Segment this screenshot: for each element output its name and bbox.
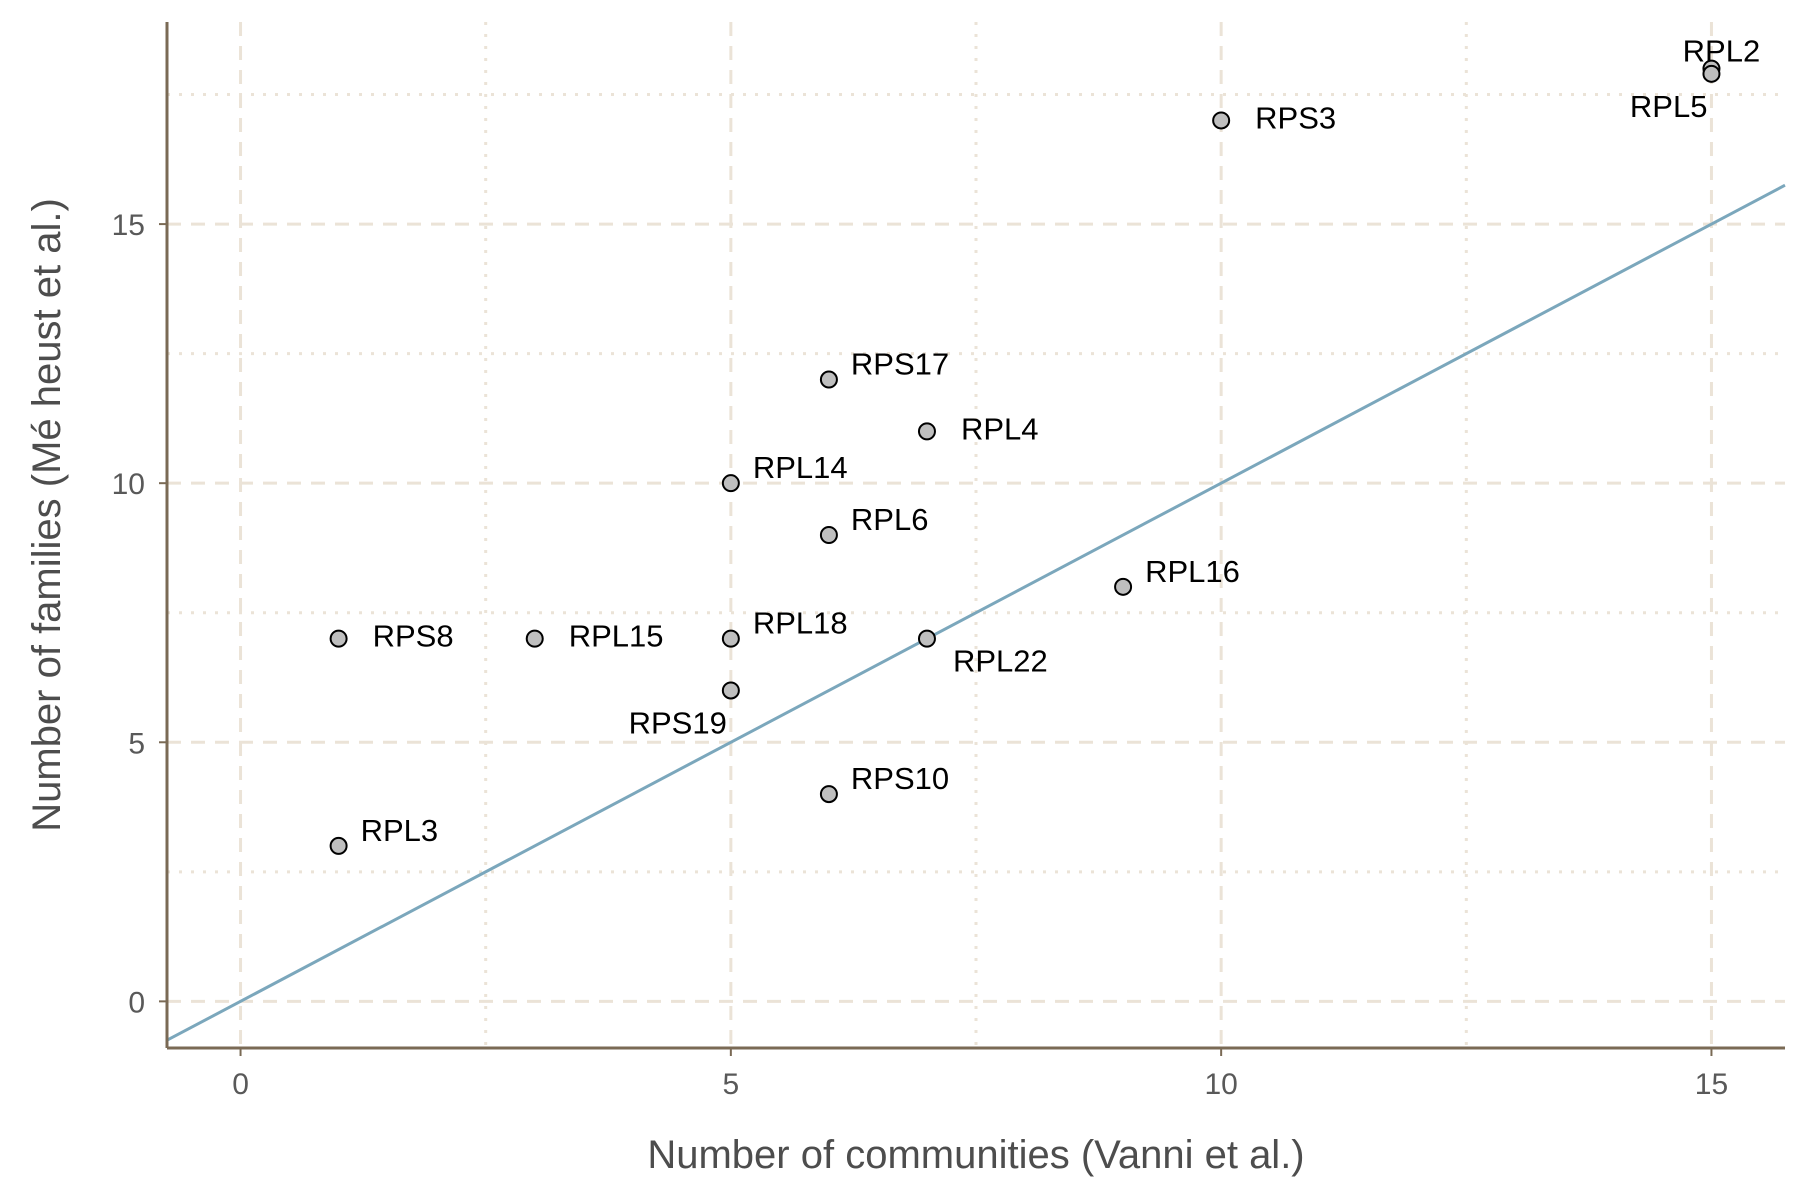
data-point-rpl6 — [819, 526, 838, 544]
data-point-rpl4 — [917, 422, 936, 441]
point-label-rpl16: RPL16 — [1145, 554, 1240, 589]
y-tick-label: 10 — [112, 468, 145, 501]
point-label-rps3: RPS3 — [1255, 100, 1336, 135]
data-point-rpl14 — [721, 474, 740, 493]
x-axis-title: Number of communities (Vanni et al.) — [647, 1133, 1304, 1177]
x-tick-label: 0 — [232, 1068, 249, 1101]
data-point-rps10 — [819, 785, 838, 804]
y-tick-label: 15 — [112, 209, 145, 242]
point-label-rps19: RPS19 — [629, 705, 727, 740]
y-tick-label: 5 — [128, 727, 145, 760]
point-label-rps8: RPS8 — [373, 619, 454, 654]
data-point-rps19 — [721, 681, 740, 700]
x-tick-label: 15 — [1695, 1068, 1728, 1101]
tick-labels: 0 5 10 15 0 5 10 15 — [112, 209, 1729, 1101]
data-point-rpl3 — [329, 836, 348, 855]
point-label-rpl6: RPL6 — [851, 502, 929, 537]
grid — [167, 22, 1785, 1048]
data-points — [329, 59, 1721, 855]
data-point-rpl22 — [917, 629, 936, 648]
x-tick-label: 10 — [1204, 1068, 1237, 1101]
data-point-rpl15 — [525, 629, 544, 648]
point-label-rps10: RPS10 — [851, 761, 949, 796]
point-label-rpl3: RPL3 — [361, 813, 439, 848]
data-point-rps3 — [1212, 111, 1231, 130]
data-point-rps8 — [329, 629, 348, 648]
x-tick-label: 5 — [723, 1068, 740, 1101]
point-label-rpl2: RPL2 — [1683, 34, 1761, 69]
data-point-rpl16 — [1114, 577, 1133, 596]
data-point-rps17 — [819, 370, 838, 389]
data-point-rpl5 — [1702, 64, 1721, 83]
identity-reference-line — [166, 183, 1786, 1042]
point-label-rpl22: RPL22 — [953, 644, 1048, 679]
axes — [159, 22, 1785, 1056]
point-label-rpl5: RPL5 — [1630, 89, 1708, 124]
point-label-rpl4: RPL4 — [961, 411, 1039, 446]
point-label-rpl18: RPL18 — [753, 606, 848, 641]
y-tick-label: 0 — [128, 986, 145, 1019]
y-axis-title: Number of families (Mé heust et al.) — [25, 198, 69, 832]
point-label-rpl14: RPL14 — [753, 450, 848, 485]
data-point-rpl18 — [721, 629, 740, 648]
point-label-rpl15: RPL15 — [569, 619, 664, 654]
point-label-rps17: RPS17 — [851, 347, 949, 382]
